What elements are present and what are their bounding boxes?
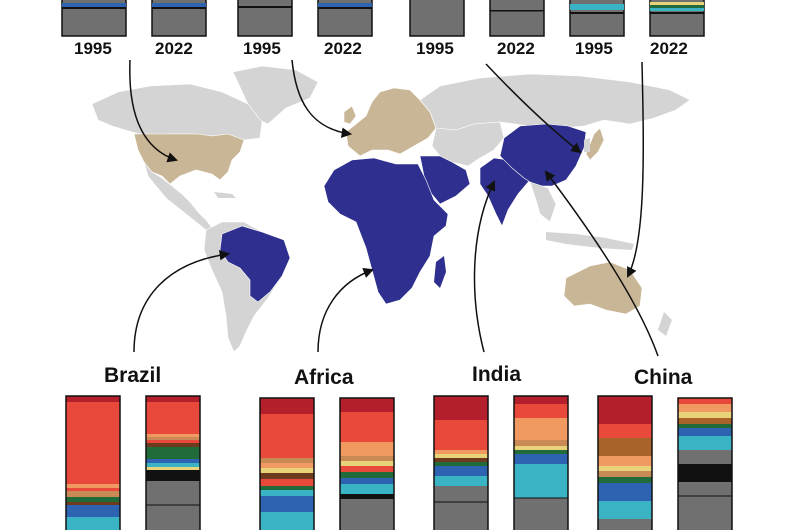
bar-1995 [237, 0, 293, 37]
africa-shape [323, 157, 449, 305]
bar-2022 [339, 397, 395, 530]
caribbean-shape [214, 192, 236, 198]
arrow-china [544, 170, 659, 357]
year-1995-label: 1995 [416, 39, 454, 58]
region-label-brazil: Brazil [104, 364, 161, 387]
bar-1995-segment-dark [62, 7, 126, 9]
bottom-panel-india [433, 395, 569, 530]
brazil-shape [219, 225, 291, 303]
canada-shape [91, 83, 263, 141]
year-1995-label: 1995 [74, 39, 112, 58]
bar-1995 [597, 395, 653, 530]
year-1995-label: 1995 [575, 39, 613, 58]
top-panel-australia: 1995 2022 [569, 0, 705, 58]
arrow-japan [485, 63, 582, 154]
bar-1995 [65, 395, 121, 530]
arrow-brazil [133, 249, 231, 353]
bar-2022-segment-dark [650, 12, 704, 14]
region-label-africa: Africa [294, 366, 354, 389]
bar-2022-segment-blue [152, 3, 206, 7]
arrows [129, 59, 659, 357]
bar-1995 [259, 397, 315, 530]
korea-shape [584, 138, 590, 152]
bar-2022-segment-dark [490, 10, 544, 12]
top-panel-japan: 1995 2022 [409, 0, 545, 58]
arrow-usa [129, 59, 178, 163]
arrow-india [473, 180, 496, 353]
arrow-africa [317, 268, 374, 353]
year-2022-label: 2022 [497, 39, 535, 58]
bar-2022-segment-dark [318, 7, 372, 9]
uk-shape [343, 105, 357, 125]
region-label-india: India [472, 363, 521, 386]
indonesia-shape [546, 232, 634, 250]
year-2022-label: 2022 [155, 39, 193, 58]
bar-2022-segment-green [650, 5, 704, 8]
bottom-panel-china [597, 395, 733, 530]
bar-2022 [489, 0, 545, 37]
bar-1995-segment-cyan [570, 4, 624, 10]
year-2022-label: 2022 [324, 39, 362, 58]
bar-2022-segment-dark [152, 7, 206, 9]
bar-2022-segment-cyan [650, 8, 704, 11]
bar-1995-segment-dark [570, 12, 624, 14]
central-asia-shape [431, 121, 505, 167]
bar-1995 [409, 0, 465, 37]
bar-2022 [677, 397, 733, 530]
world-map [91, 65, 691, 353]
bottom-panel-africa [259, 397, 395, 530]
top-panel-europe: 1995 2022 [237, 0, 373, 58]
arrow-europe [291, 59, 353, 138]
year-2022-label: 2022 [650, 39, 688, 58]
bar-1995-segment-dark [238, 6, 292, 8]
russia-shape [419, 73, 691, 131]
bar-2022-segment-blue [318, 3, 372, 7]
arrow-australia [627, 61, 645, 278]
bar-2022 [145, 395, 201, 530]
new-zealand-shape [658, 312, 672, 336]
southeast-asia-shape [529, 181, 557, 223]
bar-2022-segment-yellow [650, 2, 704, 5]
region-label-china: China [634, 366, 693, 389]
bar-1995 [433, 395, 489, 530]
australia-shape [563, 261, 643, 315]
top-panel-usa: 1995 2022 [61, 0, 207, 58]
japan-shape [585, 127, 605, 161]
bar-2022 [513, 395, 569, 530]
bar-1995-segment-blue [62, 3, 126, 7]
year-1995-label: 1995 [243, 39, 281, 58]
madagascar-shape [434, 256, 446, 288]
bottom-panel-brazil [65, 395, 201, 530]
